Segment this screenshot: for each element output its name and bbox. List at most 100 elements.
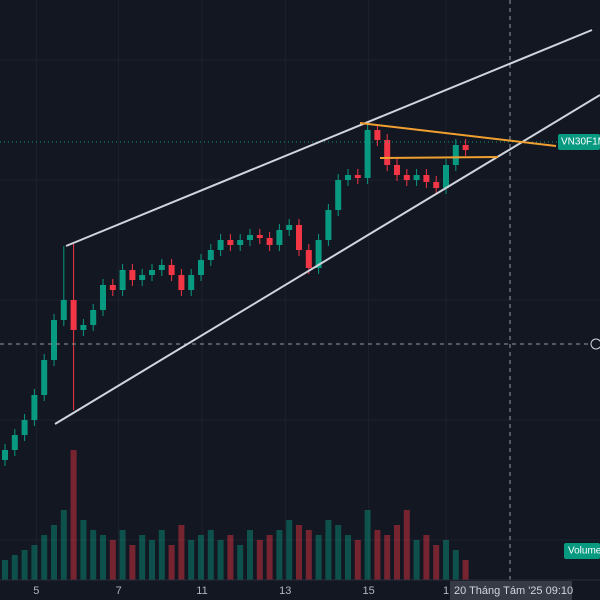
volume-bar: [31, 545, 38, 580]
volume-bar: [217, 540, 224, 580]
candle-body: [158, 265, 165, 270]
volume-bar: [158, 530, 165, 580]
triangle-line: [359, 122, 557, 147]
candle-body: [305, 250, 312, 268]
volume-bar: [2, 560, 8, 580]
x-axis-labels: 5 7 11 13 15 1: [33, 585, 449, 597]
candle-body: [443, 165, 449, 188]
volume-bar: [188, 540, 195, 580]
x-tick-label: 7: [116, 585, 122, 597]
candle-body: [100, 285, 106, 310]
candle-body: [433, 182, 440, 188]
volume-bar: [296, 525, 302, 580]
volume-label: Volume: [568, 546, 600, 557]
candle-body: [315, 240, 322, 268]
volume-bar: [168, 545, 175, 580]
candle-body: [90, 310, 97, 325]
volume-bar: [109, 540, 116, 580]
volume-bar: [21, 550, 28, 580]
symbol-tag: [558, 134, 600, 150]
volume-bar: [394, 525, 400, 580]
volume-bar: [354, 540, 361, 580]
volume-bar: [129, 545, 136, 580]
x-tick-label: 15: [362, 585, 374, 597]
candle-body: [394, 165, 400, 175]
candle-body: [364, 130, 371, 178]
candle-body: [354, 175, 361, 178]
crosshair-button[interactable]: [590, 338, 600, 350]
candle-body: [11, 435, 18, 450]
volume-bar: [11, 555, 18, 580]
candle-body: [237, 240, 244, 245]
volume-bar: [256, 540, 263, 580]
volume-bar: [139, 535, 146, 580]
volume-bar: [80, 520, 87, 580]
candle-body: [129, 270, 136, 280]
x-tick-label: 11: [196, 585, 207, 597]
candle-body: [139, 275, 146, 280]
x-tick-label: 5: [33, 585, 39, 597]
candle-body: [51, 320, 57, 360]
volume-bar: [178, 525, 185, 580]
volume-bar: [207, 530, 214, 580]
volume-bar: [286, 520, 293, 580]
volume-bar: [198, 535, 204, 580]
candle-body: [119, 270, 126, 290]
volume-bar: [335, 525, 342, 580]
candle-body: [286, 225, 293, 230]
candle-body: [296, 225, 302, 250]
candle-body: [247, 235, 253, 240]
trend-line: [65, 29, 593, 247]
volume-bar: [276, 530, 283, 580]
candle-body: [345, 175, 351, 180]
volume-bar: [452, 550, 459, 580]
volume-bar: [90, 530, 97, 580]
volume-bar: [374, 530, 381, 580]
x-tick-label: 13: [279, 585, 291, 597]
volume-bar: [384, 535, 391, 580]
volume-bar: [364, 510, 371, 580]
crosshair-label: 20 Tháng Tám '25 09:10: [454, 585, 573, 597]
volume-bar: [60, 510, 67, 580]
volume-bar: [41, 535, 48, 580]
candle-body: [413, 175, 420, 180]
candle-body: [188, 275, 195, 290]
volume-bar: [70, 450, 77, 580]
volume-bar: [325, 520, 332, 580]
candle-body: [256, 235, 263, 238]
volume-bar: [119, 530, 126, 580]
triangle-line: [379, 156, 499, 159]
candle-body: [374, 130, 381, 140]
candle-body: [227, 240, 234, 245]
volume-bar: [413, 540, 420, 580]
volume-bar: [149, 540, 155, 580]
volume-tag: [564, 543, 600, 559]
candle-body: [403, 175, 410, 180]
candle-body: [198, 260, 204, 275]
trend-line: [54, 94, 600, 425]
x-tick-label: 1: [443, 585, 449, 597]
volume-bar: [51, 525, 57, 580]
volume-bar: [266, 535, 273, 580]
plot: [2, 0, 469, 580]
candle-body: [384, 140, 391, 165]
candle-body: [462, 145, 469, 150]
candle-body: [149, 270, 155, 275]
volume-bar: [345, 535, 351, 580]
candle-body: [207, 250, 214, 260]
candle-body: [335, 180, 342, 210]
candle-body: [168, 265, 175, 275]
candle-body: [423, 175, 430, 182]
volume-bar: [423, 535, 430, 580]
candle-body: [21, 420, 28, 435]
candle-body: [452, 145, 459, 165]
candle-body: [60, 300, 67, 320]
candle-body: [70, 300, 77, 330]
volume-bar: [462, 560, 469, 580]
candle-body: [2, 450, 8, 460]
volume-bar: [227, 535, 234, 580]
candle-body: [217, 240, 224, 250]
candle-body: [266, 238, 273, 245]
volume-bar: [315, 535, 322, 580]
